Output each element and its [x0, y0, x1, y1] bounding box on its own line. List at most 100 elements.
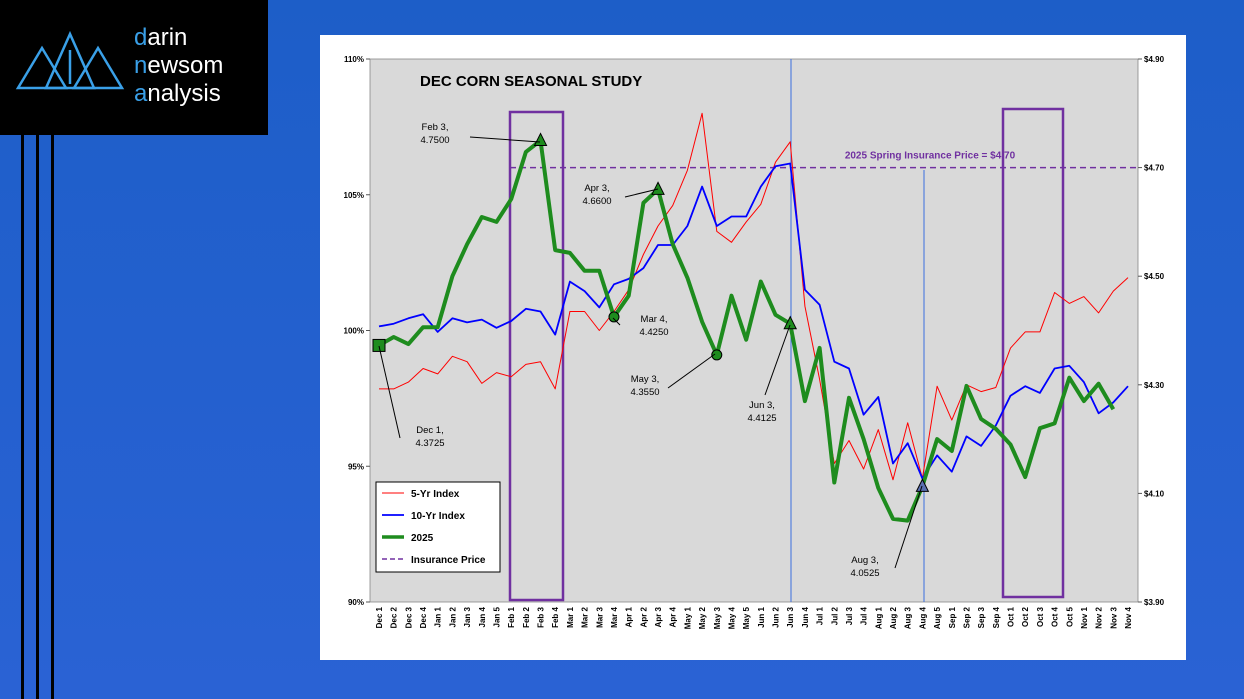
- logo-accent: n: [134, 52, 147, 79]
- logo-icon: [15, 30, 125, 90]
- annotation-text: 4.3725: [415, 438, 444, 449]
- x-tick-label: Aug 1: [874, 606, 883, 629]
- x-tick-label: Oct 1: [1007, 606, 1016, 627]
- logo-text: darin: [134, 24, 187, 51]
- x-tick-label: Feb 1: [507, 606, 516, 627]
- legend-label: 10-Yr Index: [411, 511, 465, 522]
- x-tick-label: Jan 3: [463, 606, 472, 627]
- annotation-text: 4.7500: [420, 135, 449, 146]
- x-tick-label: Aug 3: [904, 606, 913, 629]
- x-tick-label: Mar 2: [581, 606, 590, 627]
- y2-tick-label: $4.90: [1144, 55, 1165, 64]
- y-tick-label: 100%: [344, 327, 364, 336]
- x-tick-label: Apr 3: [654, 606, 663, 627]
- x-tick-label: Apr 2: [639, 606, 648, 627]
- x-tick-label: Mar 4: [610, 606, 619, 627]
- annotation-leader: [667, 353, 716, 389]
- x-tick-label: Sep 1: [948, 606, 957, 628]
- annotation-text: May 3,: [631, 374, 660, 385]
- annotation-text: Dec 1,: [416, 425, 443, 436]
- x-tick-label: Dec 4: [419, 606, 428, 628]
- x-tick-label: May 2: [698, 606, 707, 629]
- annotation-text: Aug 3,: [851, 555, 878, 566]
- x-tick-label: Jul 1: [816, 606, 825, 625]
- x-tick-label: Nov 4: [1124, 606, 1133, 628]
- x-tick-label: Apr 4: [669, 606, 678, 627]
- y-tick-label: 95%: [348, 462, 364, 471]
- side-line: [21, 135, 24, 699]
- x-tick-label: Jun 2: [772, 606, 781, 627]
- x-tick-label: Mar 1: [566, 606, 575, 627]
- annotation-leader: [469, 136, 541, 143]
- logo-box: [0, 0, 268, 135]
- reference-label: 2025 Spring Insurance Price = $4.70: [845, 151, 1016, 162]
- y2-tick-label: $4.10: [1144, 489, 1165, 498]
- x-tick-label: Jan 1: [434, 606, 443, 627]
- point-marker: [915, 478, 930, 492]
- x-tick-label: Sep 2: [962, 606, 971, 628]
- x-tick-label: Jun 4: [801, 606, 810, 627]
- side-line: [51, 135, 54, 699]
- x-tick-label: Mar 3: [595, 606, 604, 627]
- x-tick-label: May 4: [727, 606, 736, 629]
- x-tick-label: Dec 2: [390, 606, 399, 628]
- x-tick-label: Sep 4: [992, 606, 1001, 628]
- x-tick-label: Oct 2: [1021, 606, 1030, 627]
- series-line: [378, 162, 1129, 480]
- highlight-box: [1001, 107, 1065, 599]
- y-tick-label: 110%: [344, 55, 364, 64]
- x-tick-label: Aug 4: [918, 606, 927, 629]
- annotation-text: Jun 3,: [749, 400, 775, 411]
- annotation-leader: [764, 324, 791, 396]
- y2-tick-label: $4.50: [1144, 272, 1165, 281]
- point-marker: [608, 311, 620, 323]
- annotation-leader: [612, 317, 621, 326]
- x-tick-label: Nov 1: [1080, 606, 1089, 628]
- highlight-box: [508, 110, 565, 602]
- series-line: [379, 112, 1129, 481]
- logo-accent: a: [134, 80, 148, 107]
- x-tick-label: Sep 3: [977, 606, 986, 628]
- x-tick-label: Jul 2: [830, 606, 839, 625]
- x-tick-label: Nov 2: [1095, 606, 1104, 628]
- x-tick-label: Apr 1: [625, 606, 634, 627]
- x-tick-label: Jan 4: [478, 606, 487, 627]
- side-line: [36, 135, 39, 699]
- legend-label: Insurance Price: [411, 555, 486, 566]
- x-tick-label: Dec 3: [404, 606, 413, 628]
- annotation-text: 4.6600: [582, 196, 611, 207]
- y-tick-label: 105%: [344, 191, 364, 200]
- point-marker: [711, 349, 723, 361]
- y2-tick-label: $4.30: [1144, 381, 1165, 390]
- annotation-text: Feb 3,: [422, 122, 449, 133]
- x-tick-label: Feb 3: [537, 606, 546, 627]
- legend-label: 5-Yr Index: [411, 489, 460, 500]
- annotation-text: 4.0525: [850, 568, 879, 579]
- x-tick-label: May 3: [713, 606, 722, 629]
- annotation-leader: [624, 188, 659, 198]
- annotation-text: Mar 4,: [641, 314, 668, 325]
- series-line: [378, 138, 1116, 523]
- logo-rest: nalysis: [147, 80, 220, 107]
- legend-box: [375, 481, 501, 573]
- x-tick-label: Jun 1: [757, 606, 766, 627]
- annotation-text: 4.4125: [747, 413, 776, 424]
- y-tick-label: 90%: [348, 598, 364, 607]
- logo-rest: ewsom: [147, 52, 223, 79]
- x-tick-label: Feb 4: [551, 606, 560, 627]
- x-tick-label: Jan 5: [492, 606, 501, 627]
- y2-tick-label: $4.70: [1144, 164, 1165, 173]
- point-marker: [651, 181, 665, 195]
- annotation-text: 4.4250: [639, 327, 668, 338]
- x-tick-label: Nov 3: [1109, 606, 1118, 628]
- x-tick-label: May 1: [683, 606, 692, 629]
- legend-label: 2025: [411, 533, 434, 544]
- annotation-text: 4.3550: [630, 387, 659, 398]
- logo-accent: d: [134, 24, 147, 51]
- point-marker: [372, 338, 386, 352]
- x-tick-label: Jun 3: [786, 606, 795, 627]
- point-marker: [783, 315, 798, 330]
- x-tick-label: Aug 5: [933, 606, 942, 629]
- x-tick-label: Jul 4: [860, 606, 869, 625]
